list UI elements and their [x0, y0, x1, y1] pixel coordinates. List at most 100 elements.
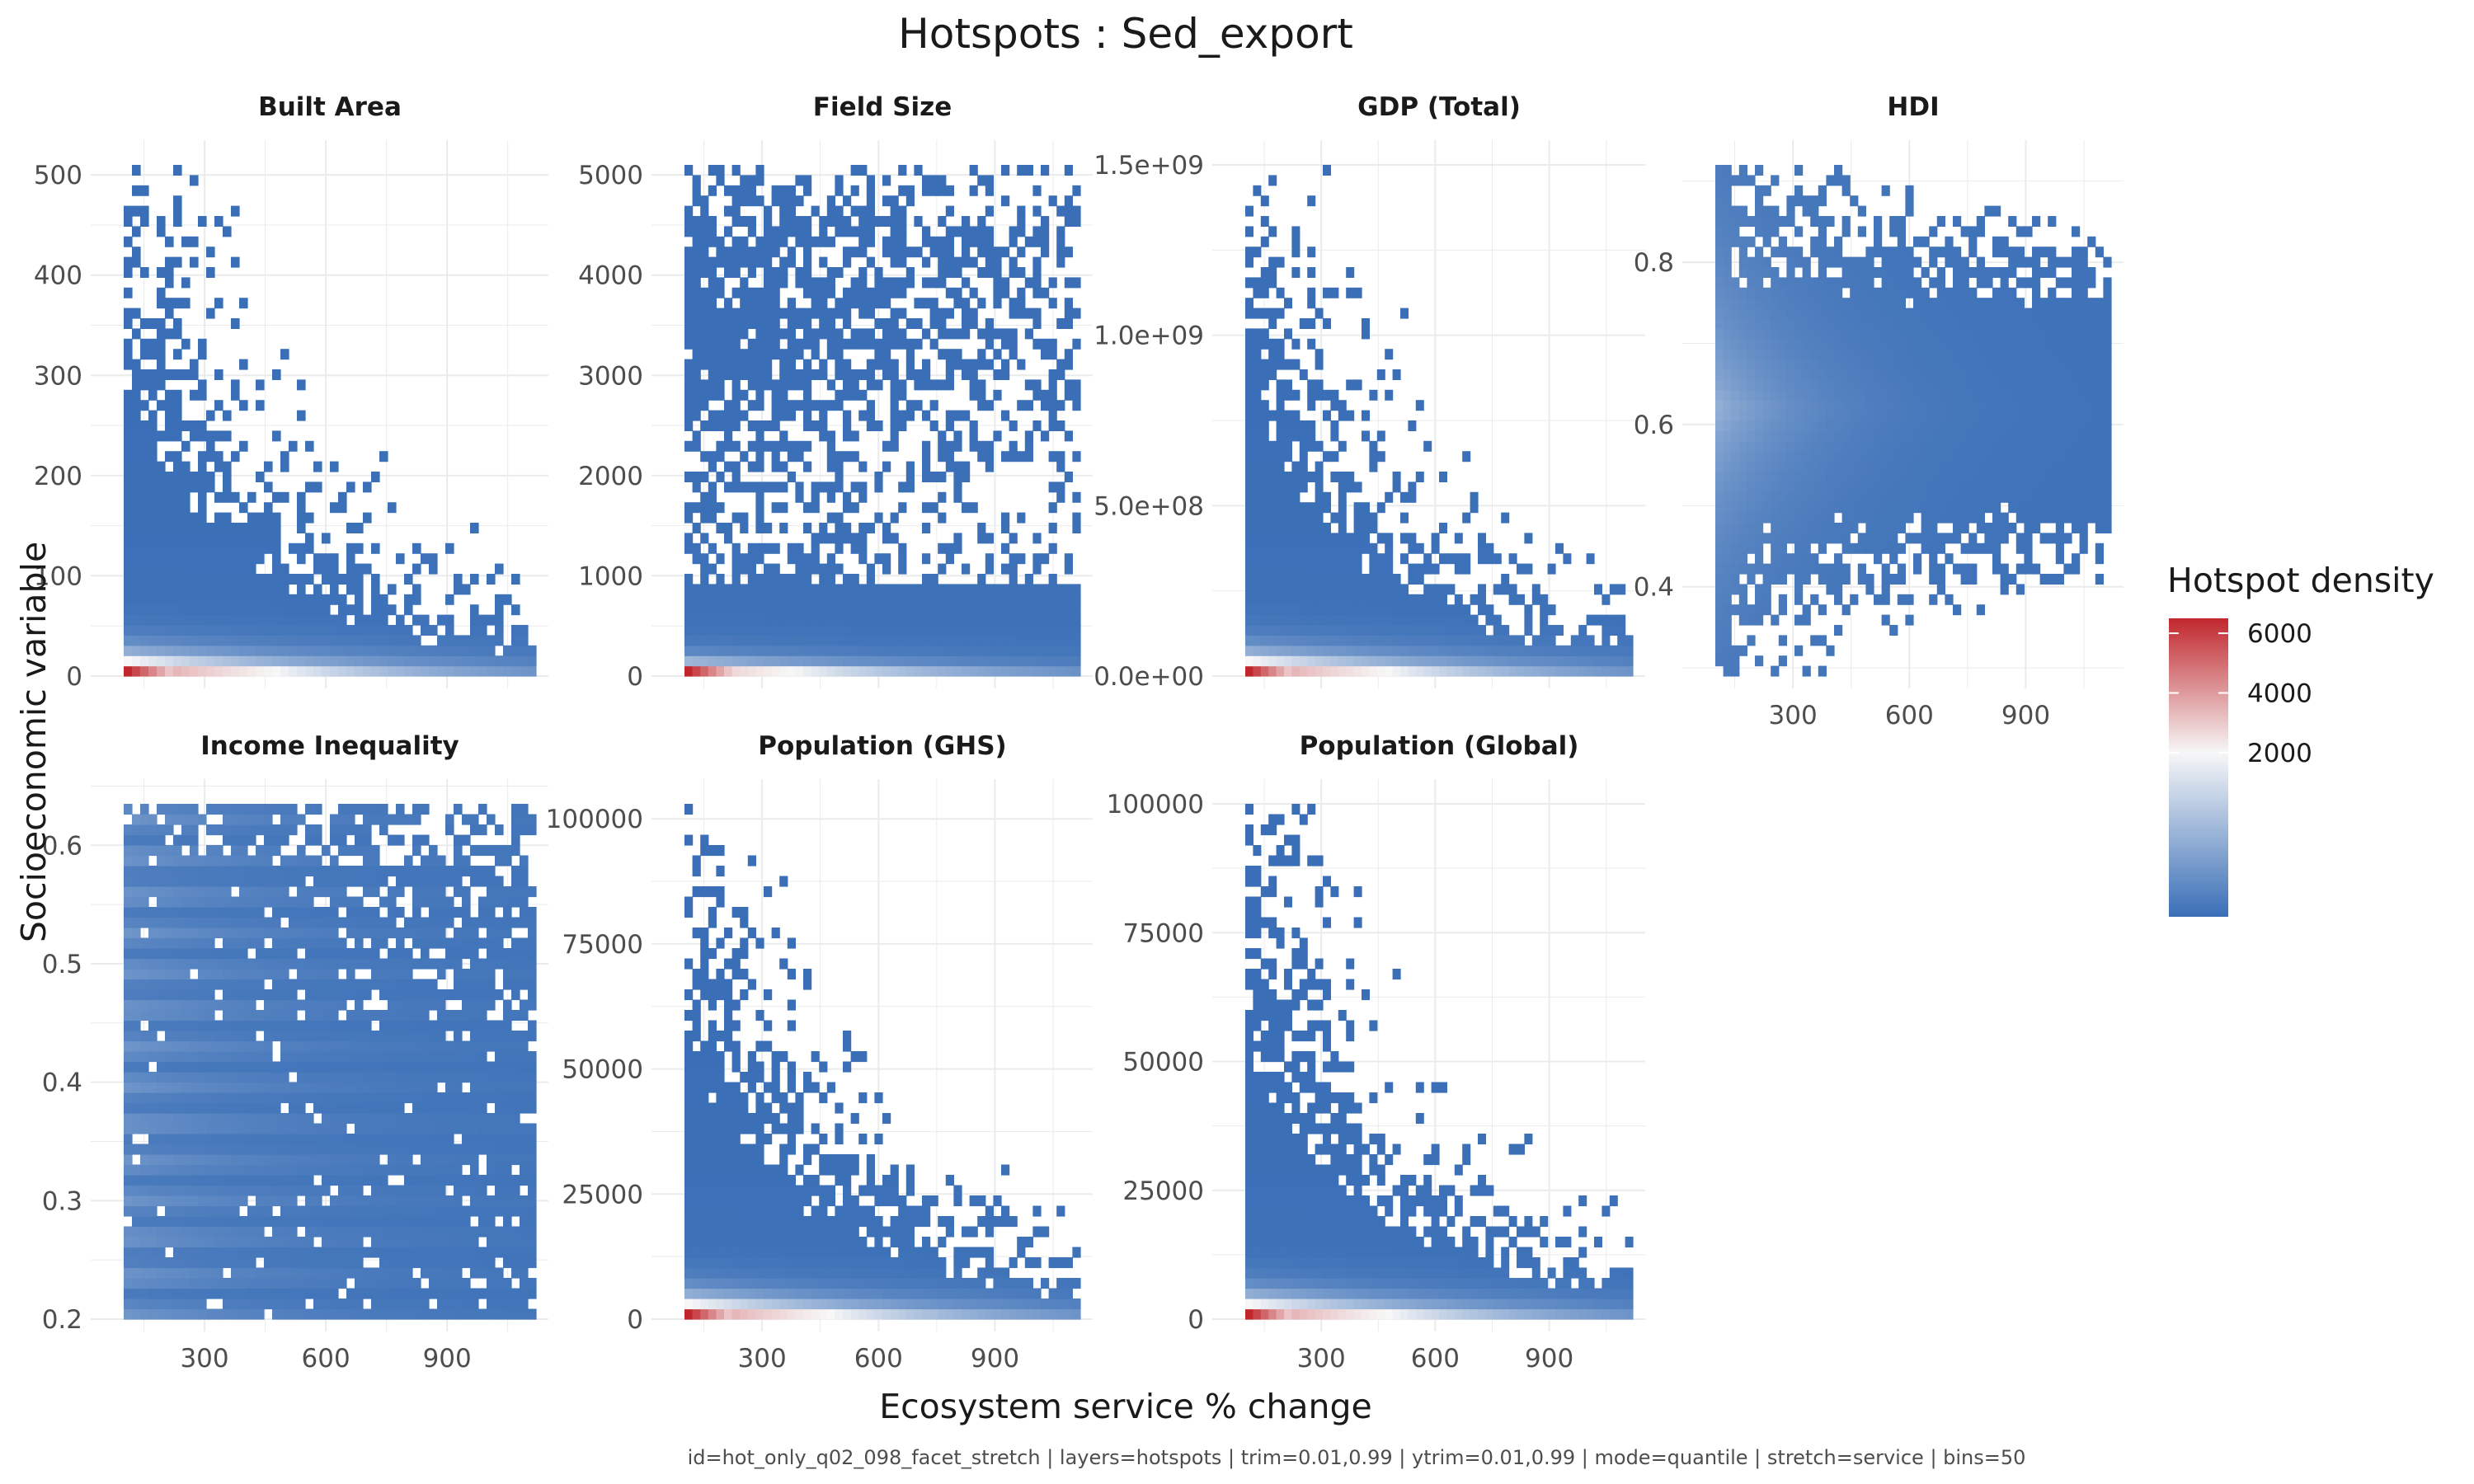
heatmap-cell — [2095, 461, 2104, 472]
heatmap-cell — [708, 308, 717, 319]
heatmap-cell — [1056, 614, 1065, 626]
heatmap-cell — [1715, 553, 1724, 565]
heatmap-cell — [1315, 389, 1324, 401]
heatmap-cell — [1897, 267, 1906, 278]
heatmap-cell — [795, 216, 804, 227]
heatmap-cell — [826, 481, 835, 493]
heatmap-cell — [1284, 440, 1292, 452]
heatmap-cell — [1897, 523, 1906, 533]
heatmap-cell — [1889, 267, 1898, 278]
heatmap-cell — [503, 594, 512, 605]
heatmap-cell — [1786, 205, 1795, 217]
heatmap-cell — [1786, 430, 1795, 442]
heatmap-cell — [1976, 277, 1985, 289]
heatmap-cell — [2072, 410, 2081, 421]
heatmap-cell — [1284, 328, 1292, 340]
heatmap-cell — [1299, 645, 1308, 656]
heatmap-cell — [945, 247, 954, 258]
heatmap-cell — [2063, 410, 2072, 421]
heatmap-cell — [731, 563, 741, 575]
heatmap-cell — [1017, 512, 1026, 524]
heatmap-cell — [148, 635, 158, 646]
heatmap-cell — [462, 635, 471, 646]
heatmap-cell — [1802, 256, 1811, 268]
heatmap-cell — [874, 287, 883, 298]
heatmap-cell — [1984, 379, 1993, 391]
heatmap-cell — [850, 430, 859, 442]
heatmap-cell — [1032, 635, 1042, 646]
heatmap-cell — [898, 410, 907, 421]
heatmap-cell — [346, 625, 355, 636]
heatmap-cell — [231, 256, 240, 268]
heatmap-cell — [1747, 359, 1756, 370]
heatmap-cell — [322, 574, 331, 585]
heatmap-cell — [708, 389, 717, 401]
heatmap-cell — [148, 523, 158, 533]
heatmap-cell — [1929, 328, 1938, 340]
heatmap-cell — [1738, 328, 1747, 340]
heatmap-cell — [1001, 369, 1010, 380]
heatmap-cell — [755, 256, 764, 268]
heatmap-cell — [330, 645, 339, 656]
heatmap-cell — [985, 328, 994, 340]
heatmap-cell — [755, 635, 764, 646]
heatmap-cell — [1024, 440, 1033, 452]
heatmap-cell — [1470, 594, 1479, 605]
heatmap-cell — [1802, 614, 1811, 626]
heatmap-cell — [977, 533, 986, 544]
heatmap-cell — [1362, 604, 1370, 616]
heatmap-cell — [1056, 584, 1065, 595]
heatmap-cell — [1865, 379, 1874, 391]
heatmap-cell — [1048, 574, 1057, 585]
heatmap-cell — [272, 553, 281, 565]
heatmap-cell — [922, 185, 931, 196]
heatmap-cell — [132, 845, 141, 857]
heatmap-cell — [1323, 604, 1331, 616]
heatmap-cell — [2024, 481, 2033, 493]
heatmap-cell — [231, 533, 240, 544]
heatmap-cell — [811, 400, 820, 411]
heatmap-cell — [929, 502, 938, 514]
heatmap-cell — [858, 165, 868, 176]
heatmap-cell — [1771, 553, 1780, 565]
heatmap-cell — [157, 645, 166, 656]
heatmap-cell — [1826, 308, 1835, 319]
heatmap-cell — [239, 502, 248, 514]
heatmap-cell — [945, 205, 954, 217]
heatmap-cell — [231, 614, 240, 626]
heatmap-cell — [1976, 338, 1985, 350]
heatmap-cell — [692, 185, 701, 196]
heatmap-cell — [132, 969, 141, 980]
heatmap-cell — [1865, 287, 1874, 298]
heatmap-cell — [2055, 574, 2064, 585]
heatmap-cell — [1762, 349, 1771, 360]
heatmap-cell — [731, 379, 741, 391]
heatmap-cell — [1024, 451, 1033, 463]
heatmap-cell — [1762, 328, 1771, 340]
heatmap-cell — [2063, 277, 2072, 289]
heatmap-cell — [1929, 481, 1938, 493]
heatmap-cell — [1048, 523, 1057, 533]
heatmap-cell — [819, 277, 828, 289]
y-tick-label: 0.8 — [1634, 248, 1674, 278]
heatmap-cell — [1423, 655, 1432, 667]
heatmap-cell — [132, 440, 141, 452]
heatmap-cell — [165, 594, 174, 605]
heatmap-cell — [1826, 379, 1835, 391]
heatmap-cell — [2063, 440, 2072, 452]
heatmap-cell — [330, 563, 339, 575]
heatmap-cell — [1857, 502, 1866, 514]
heatmap-cell — [470, 635, 479, 646]
heatmap-cell — [2008, 430, 2017, 442]
heatmap-cell — [132, 1308, 141, 1320]
heatmap-cell — [2015, 338, 2025, 350]
heatmap-cell — [1284, 481, 1292, 493]
heatmap-cell — [1072, 277, 1081, 289]
heatmap-cell — [1376, 655, 1385, 667]
heatmap-cell — [173, 318, 182, 329]
heatmap-cell — [1738, 584, 1747, 595]
heatmap-cell — [1850, 256, 1859, 268]
heatmap-cell — [2015, 533, 2025, 544]
heatmap-cell — [1307, 553, 1316, 565]
heatmap-cell — [1001, 512, 1010, 524]
